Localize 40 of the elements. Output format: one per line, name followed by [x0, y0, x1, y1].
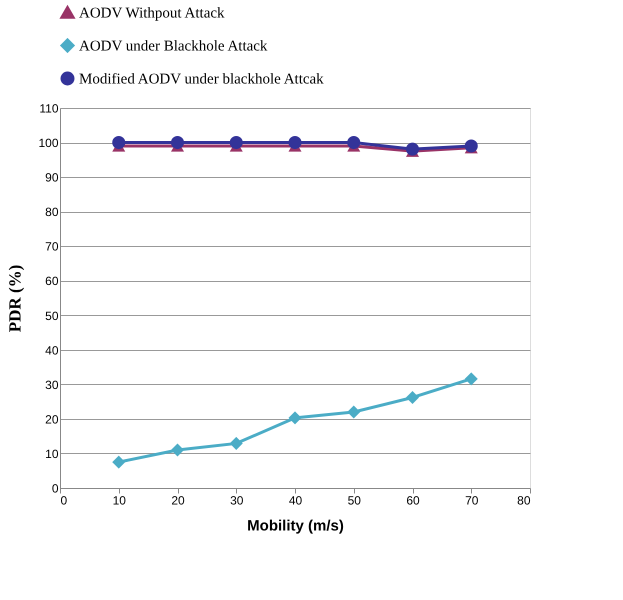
point	[406, 142, 420, 156]
x-axis-title: Mobility (m/s)	[247, 518, 344, 534]
y-tick-label: 50	[45, 308, 59, 323]
x-tick-label: 0	[60, 494, 68, 508]
y-tick-label: 20	[45, 412, 59, 426]
y-tick-label: 10	[45, 446, 59, 461]
x-tick-label: 80	[517, 494, 531, 508]
point	[112, 136, 126, 150]
x-tick-label: 40	[288, 494, 302, 508]
point	[230, 136, 243, 150]
x-tick-label: 60	[406, 494, 420, 508]
legend-label: AODV under Blackhole Attack	[79, 38, 268, 54]
legend-label: Modified AODV under blackhole Attcak	[79, 72, 324, 88]
y-tick-label: 80	[45, 205, 59, 220]
legend-label: AODV Withpout Attack	[79, 6, 226, 22]
x-tick-label: 50	[348, 494, 362, 508]
x-tick-label: 20	[171, 494, 185, 508]
point	[170, 136, 184, 150]
x-tick-label: 30	[230, 494, 244, 508]
y-tick-label: 110	[39, 102, 59, 116]
y-axis-title: PDR (%)	[5, 264, 24, 332]
y-tick-label: 70	[45, 240, 59, 254]
point	[347, 405, 360, 419]
point	[230, 436, 243, 450]
x-tick-label: 10	[112, 494, 126, 508]
y-tick-label: 100	[38, 136, 59, 150]
point	[406, 390, 420, 404]
point	[288, 136, 302, 150]
y-tick-label: 40	[45, 343, 59, 358]
point	[464, 139, 478, 153]
point	[347, 136, 360, 150]
point	[112, 456, 126, 469]
y-tick-label: 0	[52, 482, 59, 496]
point	[170, 443, 184, 457]
x-tick-label: 70	[465, 494, 479, 508]
y-tick-label: 60	[45, 274, 59, 288]
y-tick-label: 30	[45, 378, 59, 392]
y-tick-label: 90	[45, 170, 59, 185]
point	[464, 372, 478, 386]
point	[288, 411, 302, 424]
